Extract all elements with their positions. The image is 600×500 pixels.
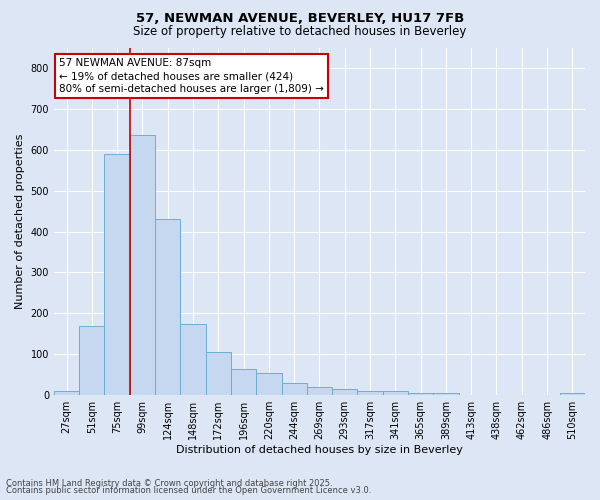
Text: 57, NEWMAN AVENUE, BEVERLEY, HU17 7FB: 57, NEWMAN AVENUE, BEVERLEY, HU17 7FB xyxy=(136,12,464,26)
Text: Contains HM Land Registry data © Crown copyright and database right 2025.: Contains HM Land Registry data © Crown c… xyxy=(6,478,332,488)
Bar xyxy=(54,391,79,395)
Bar xyxy=(231,368,256,395)
Bar xyxy=(560,393,585,395)
Bar xyxy=(104,154,130,395)
X-axis label: Distribution of detached houses by size in Beverley: Distribution of detached houses by size … xyxy=(176,445,463,455)
Text: 57 NEWMAN AVENUE: 87sqm
← 19% of detached houses are smaller (424)
80% of semi-d: 57 NEWMAN AVENUE: 87sqm ← 19% of detache… xyxy=(59,58,324,94)
Bar xyxy=(256,372,281,395)
Bar xyxy=(358,391,383,395)
Bar xyxy=(281,383,307,395)
Y-axis label: Number of detached properties: Number of detached properties xyxy=(15,134,25,309)
Bar xyxy=(383,391,408,395)
Bar xyxy=(408,393,433,395)
Bar xyxy=(433,393,458,395)
Bar xyxy=(130,136,155,395)
Text: Size of property relative to detached houses in Beverley: Size of property relative to detached ho… xyxy=(133,25,467,38)
Bar xyxy=(206,352,231,395)
Bar xyxy=(307,387,332,395)
Bar xyxy=(79,326,104,395)
Text: Contains public sector information licensed under the Open Government Licence v3: Contains public sector information licen… xyxy=(6,486,371,495)
Bar xyxy=(155,220,181,395)
Bar xyxy=(332,389,358,395)
Bar xyxy=(181,324,206,395)
